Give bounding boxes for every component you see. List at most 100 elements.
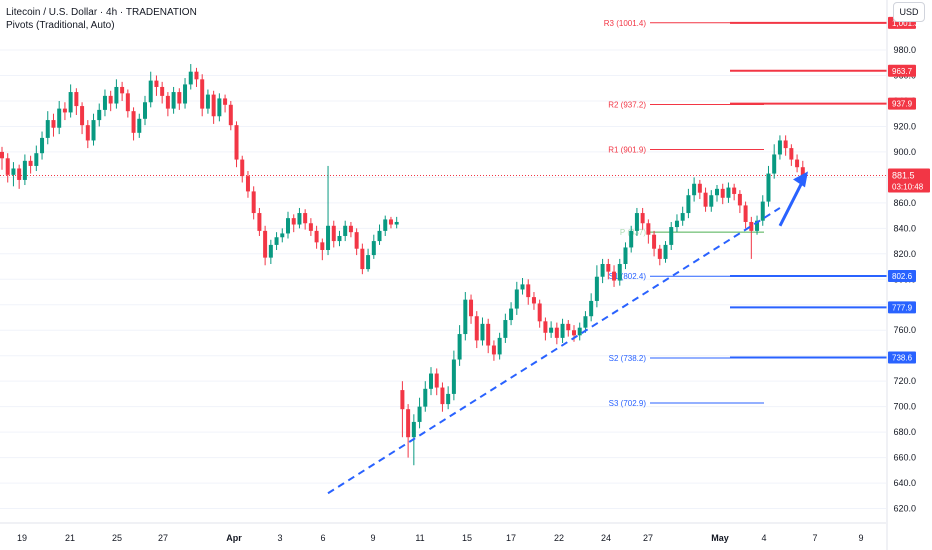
candle-body	[280, 233, 285, 238]
level-badge	[888, 97, 916, 110]
candle-body	[0, 151, 4, 159]
candle-body	[566, 323, 571, 331]
currency-button[interactable]: USD	[893, 2, 925, 22]
candle-body	[74, 92, 79, 107]
candle-body	[200, 79, 205, 109]
candle-body	[423, 388, 428, 407]
current-price-label: 881.5	[892, 170, 915, 180]
candle-body	[326, 225, 331, 250]
candle-body	[5, 158, 10, 175]
candle-body	[537, 303, 542, 322]
indicator-label[interactable]: Pivots (Traditional, Auto)	[6, 20, 115, 31]
candle-body	[80, 106, 85, 126]
candle-body	[314, 230, 319, 243]
candle-body	[223, 98, 228, 105]
x-tick-label: 3	[277, 533, 282, 543]
candle-body	[40, 137, 45, 154]
candle-body	[377, 230, 382, 242]
candle-body	[194, 71, 199, 80]
candle-body	[388, 219, 393, 225]
candle-body	[732, 187, 737, 194]
candle-body	[612, 271, 617, 281]
candle-body	[669, 227, 674, 245]
candle-body	[509, 308, 514, 321]
y-tick-label: 980.0	[893, 45, 916, 55]
candle-body	[257, 213, 262, 231]
pivot-label-s2: S2 (738.2)	[609, 354, 647, 363]
symbol-title: Litecoin / U.S. Dollar · 4h · TRADENATIO…	[6, 7, 197, 18]
candle-body	[228, 104, 233, 126]
candle-body	[457, 334, 462, 360]
candle-body	[606, 264, 611, 272]
y-tick-label: 620.0	[893, 504, 916, 514]
y-tick-label: 900.0	[893, 147, 916, 157]
candle-body	[268, 244, 273, 258]
candle-body	[183, 84, 188, 104]
candle-body	[11, 168, 16, 175]
pivot-label-r1: R1 (901.9)	[608, 146, 646, 155]
candle-body	[131, 111, 136, 133]
candle-body	[331, 225, 336, 242]
candle-body	[234, 125, 239, 160]
candle-body	[737, 193, 742, 206]
candle-body	[686, 195, 691, 214]
current-price-badge	[888, 168, 930, 193]
candle-body	[143, 102, 147, 119]
y-tick-label: 700.0	[893, 402, 916, 412]
candle-body	[583, 316, 588, 328]
candle-body	[743, 205, 748, 222]
price-axis[interactable]: 620.0640.0660.0680.0700.0720.0740.0760.0…	[886, 0, 930, 550]
level-badge-label: 963.7	[892, 67, 913, 76]
candle-body	[697, 183, 702, 193]
horizontal-levels	[730, 21, 887, 359]
candle-body	[308, 223, 313, 231]
candle-body	[85, 125, 90, 141]
candle-body	[68, 92, 73, 113]
candle-body	[274, 237, 279, 245]
candle-body	[114, 86, 119, 104]
candle-body	[22, 160, 27, 180]
candle-body	[554, 327, 559, 338]
candle-body	[297, 213, 302, 225]
candle-body	[795, 159, 800, 168]
y-tick-label: 720.0	[893, 376, 916, 386]
candle-body	[320, 242, 325, 250]
x-tick-label: 25	[112, 533, 122, 543]
candle-body	[102, 95, 107, 110]
x-tick-label: 22	[554, 533, 564, 543]
candle-body	[491, 345, 496, 355]
candle-body	[549, 327, 554, 333]
candle-body	[354, 232, 359, 249]
y-tick-label: 820.0	[893, 249, 916, 259]
candle-body	[91, 120, 96, 141]
candle-body	[469, 299, 474, 317]
candle-body	[360, 248, 365, 270]
x-tick-label: 7	[812, 533, 817, 543]
candle-body	[165, 95, 170, 109]
candle-body	[160, 86, 165, 96]
candle-body	[789, 148, 794, 160]
candle-body	[188, 71, 193, 85]
candle-body	[589, 300, 594, 317]
candle-body	[520, 284, 525, 290]
candle-body	[680, 213, 685, 221]
candle-body	[709, 195, 714, 207]
countdown-label: 03:10:48	[892, 182, 924, 191]
x-tick-label: May	[711, 533, 729, 543]
candle-body	[371, 241, 376, 256]
candle-body	[291, 218, 296, 225]
time-axis[interactable]: 19 21 25 27 Apr 3 6 9 11 15 17 22 24 27 May 4 7 9	[0, 522, 886, 543]
x-tick-label: 19	[17, 533, 27, 543]
y-tick-label: 860.0	[893, 198, 916, 208]
candle-body	[251, 191, 256, 214]
candle-body	[245, 176, 250, 192]
candle-body	[446, 393, 451, 405]
candle-body	[646, 223, 651, 235]
candle-body	[125, 93, 130, 112]
candle-body	[497, 337, 502, 355]
x-tick-label: 17	[506, 533, 516, 543]
candle-body	[411, 421, 416, 438]
candle-body	[594, 276, 599, 301]
candle-body	[474, 316, 479, 341]
